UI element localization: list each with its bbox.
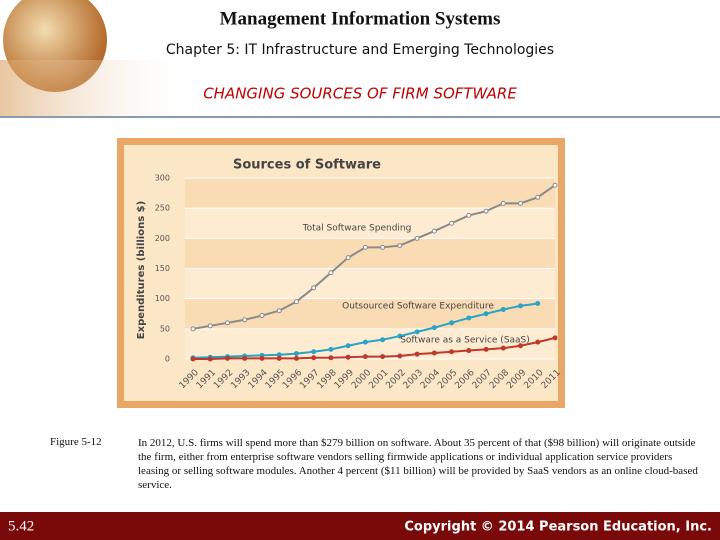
marker xyxy=(207,323,213,329)
marker xyxy=(293,351,299,357)
series-label: Software as a Service (SaaS) xyxy=(400,336,530,346)
marker xyxy=(500,200,506,206)
marker xyxy=(431,325,437,331)
marker xyxy=(431,350,437,356)
series-line xyxy=(192,184,556,330)
marker xyxy=(380,337,386,343)
y-axis-label: Expenditures (billions $) xyxy=(136,201,147,339)
marker xyxy=(414,351,420,357)
marker xyxy=(552,182,558,188)
marker xyxy=(414,329,420,335)
marker xyxy=(535,339,541,345)
page-number: 5.42 xyxy=(8,518,34,534)
marker xyxy=(466,348,472,354)
grid-band xyxy=(185,328,555,359)
marker xyxy=(552,335,558,341)
marker xyxy=(500,307,506,313)
marker xyxy=(190,326,196,332)
marker xyxy=(397,243,403,249)
header-fade xyxy=(0,60,200,118)
marker xyxy=(449,349,455,355)
marker xyxy=(345,255,351,261)
marker xyxy=(259,355,265,361)
marker xyxy=(242,355,248,361)
y-tick-label: 300 xyxy=(155,174,170,183)
grid-band xyxy=(185,298,555,329)
marker xyxy=(466,315,472,321)
marker xyxy=(535,300,541,306)
marker xyxy=(449,220,455,226)
y-tick-label: 100 xyxy=(155,294,170,303)
grid-band xyxy=(185,268,555,299)
marker xyxy=(535,194,541,200)
marker xyxy=(518,200,524,206)
marker xyxy=(293,355,299,361)
slide-subtitle: Chapter 5: IT Infrastructure and Emergin… xyxy=(166,42,554,58)
section-title: CHANGING SOURCES OF FIRM SOFTWARE xyxy=(203,85,517,103)
marker xyxy=(242,317,248,323)
figure-caption: In 2012, U.S. firms will spend more than… xyxy=(138,437,698,491)
marker xyxy=(397,353,403,359)
chart-title: Sources of Software xyxy=(233,158,381,173)
y-tick-label: 250 xyxy=(155,204,170,213)
grid-band xyxy=(185,238,555,269)
marker xyxy=(328,346,334,352)
slide-title: Management Information Systems xyxy=(220,8,501,29)
marker xyxy=(328,355,334,361)
series-line xyxy=(193,336,556,360)
marker xyxy=(483,311,489,317)
grid-band xyxy=(185,208,555,239)
marker xyxy=(276,355,282,361)
series-label: Total Software Spending xyxy=(302,224,412,234)
marker xyxy=(518,343,524,349)
footer-bar xyxy=(0,512,720,540)
marker xyxy=(345,354,351,360)
marker xyxy=(362,244,368,250)
marker xyxy=(483,208,489,214)
marker xyxy=(345,343,351,349)
marker xyxy=(224,355,230,361)
y-tick-label: 200 xyxy=(155,234,170,243)
marker xyxy=(466,212,472,218)
marker xyxy=(414,235,420,241)
marker xyxy=(483,346,489,352)
copyright: Copyright © 2014 Pearson Education, Inc. xyxy=(404,520,712,535)
marker xyxy=(397,333,403,339)
marker xyxy=(311,285,317,291)
y-tick-label: 50 xyxy=(160,324,170,333)
y-tick-label: 150 xyxy=(155,264,170,273)
marker xyxy=(276,308,282,314)
marker xyxy=(207,356,213,362)
y-tick-label: 0 xyxy=(165,355,170,364)
marker xyxy=(380,244,386,250)
figure-label: Figure 5-12 xyxy=(50,436,102,448)
marker xyxy=(362,339,368,345)
marker xyxy=(311,349,317,355)
marker xyxy=(431,228,437,234)
chart: Sources of Software Expenditures (billio… xyxy=(136,158,563,392)
marker xyxy=(293,299,299,305)
marker xyxy=(500,345,506,351)
marker xyxy=(380,354,386,360)
marker xyxy=(224,320,230,326)
marker xyxy=(362,354,368,360)
grid-band xyxy=(185,178,555,209)
marker xyxy=(518,303,524,309)
marker xyxy=(328,270,334,276)
series-label: Outsourced Software Expenditure xyxy=(342,302,494,312)
marker xyxy=(449,320,455,326)
marker xyxy=(259,313,265,319)
marker xyxy=(190,356,196,362)
marker xyxy=(311,355,317,361)
